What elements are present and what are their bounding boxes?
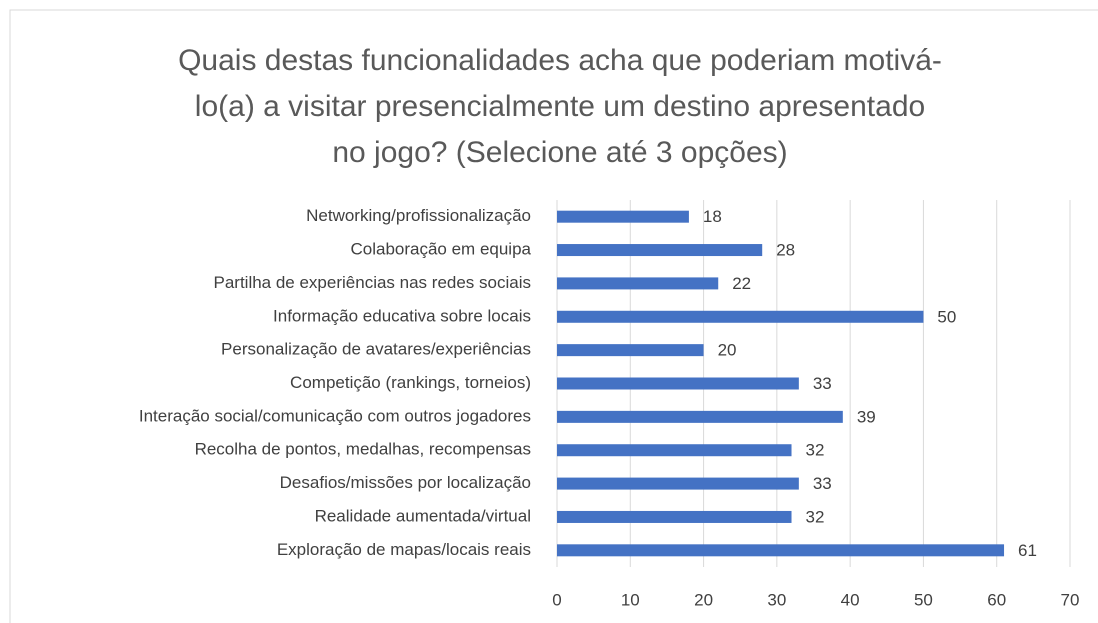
y-tick-label: Exploração de mapas/locais reais	[277, 540, 531, 559]
x-tick-label: 70	[1061, 590, 1080, 609]
data-label: 61	[1018, 541, 1037, 560]
y-tick-label: Recolha de pontos, medalhas, recompensas	[195, 440, 531, 459]
y-tick-label: Colaboração em equipa	[350, 240, 531, 259]
x-tick-label: 20	[694, 590, 713, 609]
y-tick-label: Informação educativa sobre locais	[273, 306, 531, 325]
bar	[557, 210, 689, 223]
bar	[557, 410, 843, 423]
data-label: 20	[718, 341, 737, 360]
bar	[557, 310, 924, 323]
y-tick-label: Interação social/comunicação com outros …	[139, 406, 531, 425]
y-tick-label: Desafios/missões por localização	[280, 473, 531, 492]
data-label: 50	[937, 307, 956, 326]
chart-frame	[9, 9, 1098, 623]
data-label: 22	[732, 274, 751, 293]
x-tick-label: 0	[552, 590, 561, 609]
y-tick-label: Partilha de experiências nas redes socia…	[213, 273, 531, 292]
bar	[557, 477, 799, 490]
bar	[557, 244, 763, 257]
data-label: 28	[776, 241, 795, 260]
x-tick-label: 30	[767, 590, 786, 609]
y-tick-label: Realidade aumentada/virtual	[315, 506, 531, 525]
data-label: 39	[857, 407, 876, 426]
bar	[557, 510, 792, 523]
data-label: 33	[813, 374, 832, 393]
chart-title: Quais destas funcionalidades acha que po…	[178, 44, 942, 77]
data-label: 18	[703, 207, 722, 226]
y-tick-label: Competição (rankings, torneios)	[290, 373, 531, 392]
bar	[557, 344, 704, 357]
data-label: 32	[806, 441, 825, 460]
x-tick-label: 50	[914, 590, 933, 609]
y-tick-label: Networking/profissionalização	[306, 206, 531, 225]
x-tick-label: 40	[841, 590, 860, 609]
chart-title: lo(a) a visitar presencialmente um desti…	[195, 90, 925, 123]
y-tick-label: Personalização de avatares/experiências	[221, 340, 531, 359]
data-label: 32	[806, 507, 825, 526]
bar	[557, 377, 799, 390]
bar	[557, 277, 719, 290]
chart-title: no jogo? (Selecione até 3 opções)	[332, 136, 787, 169]
bar	[557, 444, 792, 457]
x-tick-label: 60	[987, 590, 1006, 609]
x-tick-label: 10	[621, 590, 640, 609]
bar	[557, 544, 1005, 557]
data-label: 33	[813, 474, 832, 493]
